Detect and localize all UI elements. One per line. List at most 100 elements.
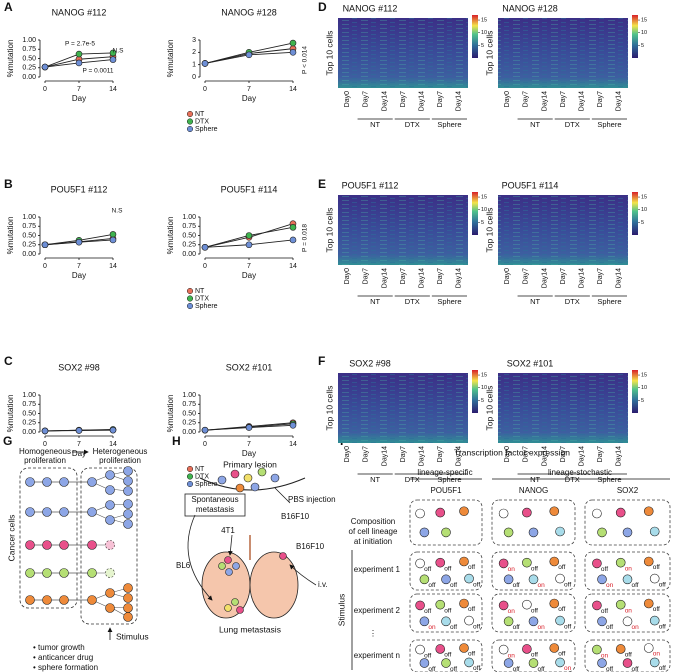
y-tick-label: 1 [192, 62, 196, 69]
heatmap-y-label: Top 10 cells [484, 208, 494, 253]
data-point [75, 238, 83, 246]
y-tick-label: 0.75 [22, 401, 36, 408]
label: Homogeneous [19, 447, 71, 456]
state-label: off [601, 608, 608, 615]
column-label: Day0 [504, 91, 511, 107]
fading-cell [105, 540, 115, 550]
state-label: off [473, 581, 480, 588]
state-label: off [513, 582, 520, 589]
legend-marker [186, 295, 194, 302]
x-tick-label: 7 [247, 263, 251, 270]
cell [549, 556, 560, 567]
cell [649, 657, 660, 668]
label: POU5F1 [430, 486, 462, 495]
cell [555, 573, 565, 584]
lesion-surface [199, 477, 306, 491]
state-label: off [659, 623, 666, 630]
label: ⋮ [369, 629, 377, 638]
legend-label: DTX [195, 473, 209, 480]
annotation: N.S [113, 48, 125, 55]
heatmap-texture [338, 195, 468, 265]
colorbar-tick-label: 5 [481, 43, 484, 49]
heatmap-y-label: Top 10 cells [324, 31, 334, 76]
legend-marker [186, 480, 194, 488]
cell [498, 644, 509, 655]
cell [498, 600, 509, 611]
state-label: off [424, 566, 431, 573]
cell [464, 657, 474, 668]
panel-letter: G [3, 434, 12, 448]
column-label: Day0 [344, 268, 351, 284]
column-label: Day7 [560, 91, 567, 107]
x-tick-label: 14 [289, 441, 297, 448]
heatmap-title: POU5F1 #112 [342, 180, 399, 190]
state-label: off [444, 565, 451, 572]
group-label: Sphere [437, 297, 461, 306]
x-tick-label: 14 [109, 86, 117, 93]
group-label: Sphere [597, 297, 621, 306]
column-label: Day7 [363, 268, 370, 284]
group-label: DTX [405, 297, 420, 306]
column-label: Day7 [597, 446, 604, 462]
label: PBS injection [288, 495, 336, 504]
state-label: off [653, 564, 660, 571]
colorbar-tick-label: 15 [641, 195, 647, 201]
cell [503, 616, 514, 627]
column-label: Day7 [400, 268, 407, 284]
cell [250, 482, 260, 492]
y-tick-label: 0.25 [182, 242, 196, 249]
state-label: off [444, 652, 451, 659]
colorbar-tick-label: 15 [481, 373, 487, 379]
column-label: Day14 [541, 268, 548, 288]
label: Cancer cells [6, 515, 16, 562]
label: Lung metastasis [219, 624, 281, 634]
cell [649, 615, 660, 626]
y-tick-label: 0.25 [22, 420, 36, 427]
cell [459, 643, 469, 653]
y-tick-label: 1.00 [22, 392, 36, 399]
colorbar-tick-label: 15 [641, 373, 647, 379]
label: • sphere formation [33, 663, 98, 672]
y-tick-label: 0.50 [22, 55, 36, 62]
panel-letter: F [318, 354, 325, 368]
group-label: NT [370, 297, 380, 306]
x-tick-label: 0 [203, 263, 207, 270]
state-label: off [632, 582, 639, 589]
column-label: Day14 [616, 91, 623, 111]
data-point [289, 236, 297, 244]
x-tick-label: 7 [77, 441, 81, 448]
state-label: off [473, 665, 480, 672]
label: metastasis [196, 505, 234, 514]
state-label: off [531, 652, 538, 659]
colorbar [632, 15, 638, 58]
state-label: off [468, 651, 475, 658]
column-label: Day14 [418, 91, 425, 111]
state-label: on [538, 624, 546, 631]
dashed-box [409, 639, 483, 672]
cell [498, 558, 509, 569]
x-axis-label: Day [72, 449, 86, 458]
panel-letter: D [318, 0, 327, 14]
line [274, 487, 291, 504]
group-label: NT [370, 120, 380, 129]
colorbar-tick-label: 10 [641, 207, 647, 213]
cell [236, 606, 244, 614]
cell [522, 507, 532, 518]
x-axis-label: Day [242, 94, 256, 103]
y-tick-label: 0.25 [182, 420, 196, 427]
cell [225, 568, 233, 576]
cell [105, 515, 115, 525]
cell [592, 558, 602, 569]
dashed-box [491, 639, 576, 672]
cell [528, 527, 539, 538]
state-label: off [424, 608, 431, 615]
cell [105, 568, 115, 578]
label: experiment 1 [354, 565, 401, 574]
cell [235, 483, 245, 493]
y-tick-label: 0.50 [182, 410, 196, 417]
label: SOX2 [617, 486, 639, 495]
cell [528, 658, 539, 668]
lung [249, 551, 299, 619]
annotation: P = 0.018 [302, 224, 309, 252]
